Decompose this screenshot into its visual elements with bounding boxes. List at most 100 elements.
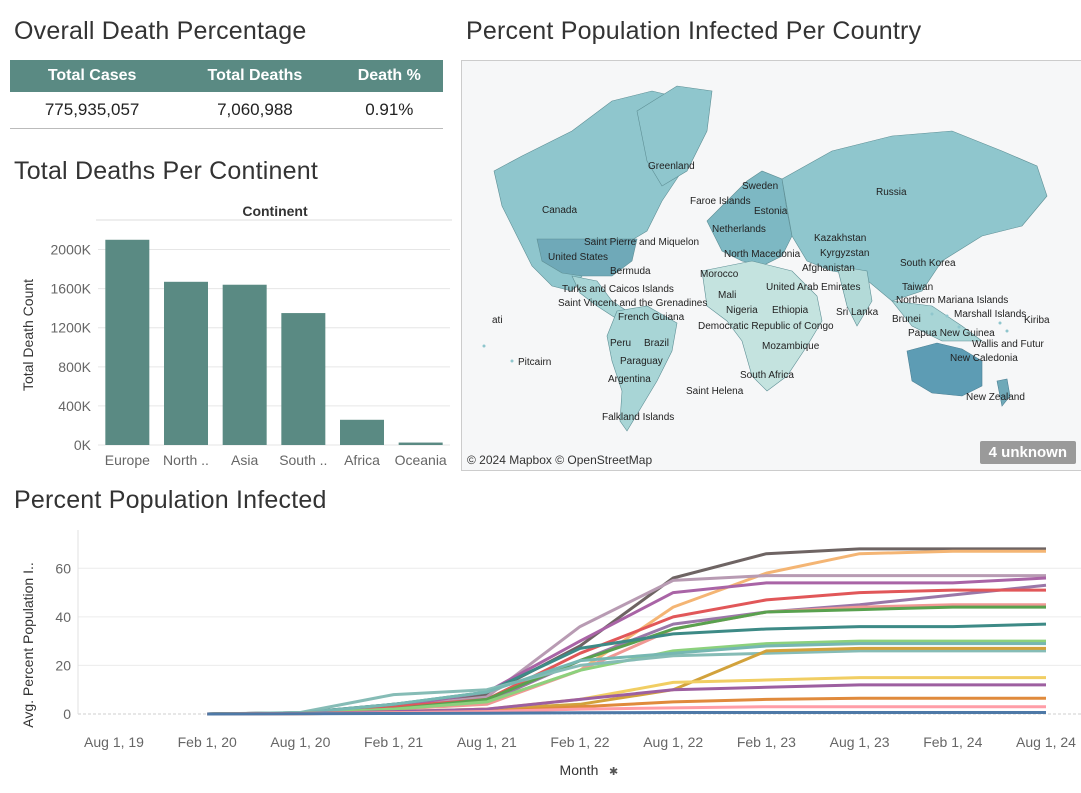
bar-category-label: Asia <box>231 452 258 468</box>
bar-africa[interactable] <box>340 419 384 445</box>
map-label: New Caledonia <box>950 353 1018 364</box>
map-credit: © 2024 Mapbox © OpenStreetMap <box>467 453 653 467</box>
island-dot <box>1005 329 1009 333</box>
europe-shape[interactable] <box>706 170 793 267</box>
island-dot <box>945 314 949 318</box>
line-x-tick: Feb 1, 20 <box>178 734 237 750</box>
line-series-17[interactable] <box>207 711 1046 716</box>
infection-line-chart[interactable]: Avg. Percent Population I.. Month ✱ 0 20 4… <box>0 520 1081 790</box>
line-y-tick: 40 <box>55 609 71 625</box>
line-chart-title: Percent Population Infected <box>14 486 327 514</box>
map-label: Pitcairn <box>518 357 551 368</box>
map-label: ati <box>492 315 503 326</box>
map-label: Afghanistan <box>802 263 855 274</box>
line-x-tick: Feb 1, 23 <box>737 734 796 750</box>
kpi-value-total-cases[interactable]: 775,935,057 <box>10 92 175 129</box>
bar-oceania[interactable] <box>398 442 443 445</box>
map-label: Falkland Islands <box>602 412 674 423</box>
bar-asia[interactable] <box>222 284 267 445</box>
map-label: Kiriba <box>1024 315 1050 326</box>
map-label: South Africa <box>740 370 794 381</box>
island-dot <box>510 359 514 363</box>
kpi-value-death-percent[interactable]: 0.91% <box>335 92 443 129</box>
map-label: Brazil <box>644 338 669 349</box>
island-dot <box>998 321 1002 325</box>
map-label: Turks and Caicos Islands <box>562 284 674 295</box>
line-y-tick: 60 <box>55 560 71 576</box>
line-x-tick: Aug 1, 22 <box>643 734 703 750</box>
line-x-tick: Aug 1, 20 <box>270 734 330 750</box>
map-label: Ethiopia <box>772 305 809 316</box>
map-label: North Macedonia <box>724 249 801 260</box>
bar-south[interactable] <box>281 313 326 445</box>
map-label: Saint Pierre and Miquelon <box>584 237 699 248</box>
unknown-badge[interactable]: 4 unknown <box>979 441 1076 464</box>
map-label: French Guiana <box>618 312 685 323</box>
map-label: New Zealand <box>966 392 1025 403</box>
line-x-tick: Feb 1, 21 <box>364 734 423 750</box>
kpi-header-total-cases[interactable]: Total Cases <box>10 60 175 92</box>
map-label: Canada <box>542 205 577 216</box>
line-y-tick: 0 <box>63 706 71 722</box>
line-series-11[interactable] <box>207 642 1046 716</box>
map-label: United Arab Emirates <box>766 282 861 293</box>
line-series-0[interactable] <box>207 547 1046 716</box>
asia-shape[interactable] <box>781 130 1048 302</box>
island-dot <box>482 344 486 348</box>
bar-column-header: Continent <box>242 203 308 219</box>
south-america-shape[interactable] <box>606 305 678 432</box>
new-zealand-shape[interactable] <box>996 378 1011 407</box>
kpi-table: Total Cases Total Deaths Death % 775,935… <box>10 60 443 129</box>
map-label: South Korea <box>900 258 956 269</box>
line-x-tick: Feb 1, 22 <box>550 734 609 750</box>
map-label: Kyrgyzstan <box>820 248 869 259</box>
bar-category-label: Europe <box>105 452 150 468</box>
world-map[interactable]: Greenland Sweden Faroe Islands Estonia Canad… <box>461 60 1081 471</box>
map-label: Bermuda <box>610 266 651 277</box>
map-label: Netherlands <box>712 224 766 235</box>
map-label: Mozambique <box>762 341 820 352</box>
map-label: Brunei <box>892 314 921 325</box>
kpi-title: Overall Death Percentage <box>14 17 307 45</box>
map-label: Marshall Islands <box>954 309 1026 320</box>
bar-y-tick: 1200K <box>51 320 92 336</box>
bar-y-tick: 400K <box>58 398 91 414</box>
bar-category-label: South .. <box>279 452 327 468</box>
greenland-shape[interactable] <box>636 85 713 187</box>
map-title: Percent Population Infected Per Country <box>466 17 922 45</box>
kpi-value-total-deaths[interactable]: 7,060,988 <box>174 92 336 129</box>
deaths-bar-chart[interactable]: Continent Total Death Count 0K 400K 800K 12… <box>0 195 460 480</box>
bar-y-tick: 0K <box>74 437 92 453</box>
map-label: Sri Lanka <box>836 307 879 318</box>
bar-north[interactable] <box>164 281 208 445</box>
pin-icon[interactable]: ✱ <box>609 766 618 778</box>
line-x-tick: Aug 1, 24 <box>1016 734 1076 750</box>
map-label: Taiwan <box>902 282 933 293</box>
map-label: Peru <box>610 338 631 349</box>
deaths-chart-title: Total Deaths Per Continent <box>14 157 318 185</box>
line-x-tick: Aug 1, 21 <box>457 734 517 750</box>
island-dot <box>957 325 961 329</box>
africa-shape[interactable] <box>701 260 823 392</box>
australia-shape[interactable] <box>906 342 983 397</box>
map-label: Argentina <box>608 374 651 385</box>
map-label: Estonia <box>754 206 788 217</box>
map-label: Saint Helena <box>686 386 744 397</box>
map-label: Mali <box>718 290 736 301</box>
line-series-10[interactable] <box>207 649 1046 716</box>
southeast-asia-shape[interactable] <box>891 300 983 342</box>
bar-europe[interactable] <box>105 239 150 445</box>
india-shape[interactable] <box>836 265 873 327</box>
line-y-tick: 20 <box>55 657 71 673</box>
map-label: Nigeria <box>726 305 758 316</box>
map-label: Kazakhstan <box>814 233 866 244</box>
bar-category-label: Africa <box>344 452 380 468</box>
island-dot <box>930 312 934 316</box>
kpi-header-death-percent[interactable]: Death % <box>335 60 443 92</box>
bar-y-tick: 2000K <box>51 242 92 258</box>
usa-shape[interactable] <box>536 238 638 277</box>
map-label: Greenland <box>648 161 695 172</box>
map-label: Faroe Islands <box>690 196 751 207</box>
kpi-header-total-deaths[interactable]: Total Deaths <box>174 60 336 92</box>
